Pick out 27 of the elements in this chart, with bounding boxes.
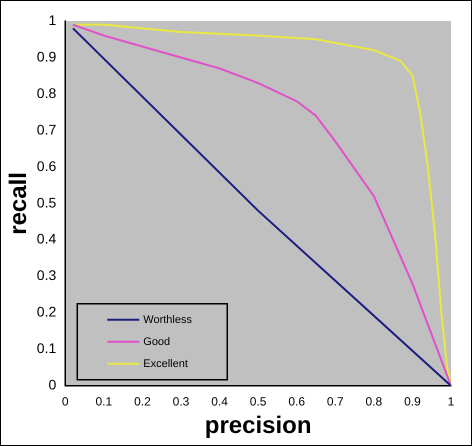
- y-tick-label: 0.5: [36, 194, 56, 210]
- x-tick-label: 0.1: [95, 394, 112, 408]
- legend-label: Excellent: [143, 358, 188, 370]
- x-tick-label: 0.9: [404, 394, 422, 408]
- x-tick-label: 0.4: [211, 394, 228, 408]
- y-tick-label: 0.9: [36, 48, 56, 64]
- y-tick-label: 0.6: [36, 158, 56, 174]
- x-tick-label: 0: [62, 394, 69, 408]
- legend-label: Good: [143, 336, 170, 348]
- y-tick-label: 0.7: [36, 121, 56, 138]
- x-tick-label: 0.6: [288, 394, 306, 408]
- y-tick-label: 0: [48, 376, 56, 393]
- x-tick-label: 0.2: [134, 394, 152, 408]
- x-tick-label: 1: [448, 394, 455, 408]
- x-tick-label: 0.8: [366, 394, 383, 408]
- y-axis-title: recall: [5, 172, 32, 235]
- x-tick-label: 0.3: [172, 394, 190, 408]
- y-tick-label: 0.1: [36, 340, 56, 356]
- x-axis-title: precision: [204, 412, 312, 440]
- x-tick-label: 0.5: [250, 394, 267, 408]
- legend-label: Worthless: [143, 314, 192, 326]
- y-tick-label: 0.3: [36, 267, 56, 284]
- x-tick-label: 0.7: [326, 394, 344, 408]
- y-tick-label: 0.2: [36, 304, 56, 320]
- y-tick-label: 0.8: [36, 84, 56, 101]
- y-tick-label: 0.4: [36, 230, 56, 247]
- y-tick-label: 1: [48, 12, 56, 28]
